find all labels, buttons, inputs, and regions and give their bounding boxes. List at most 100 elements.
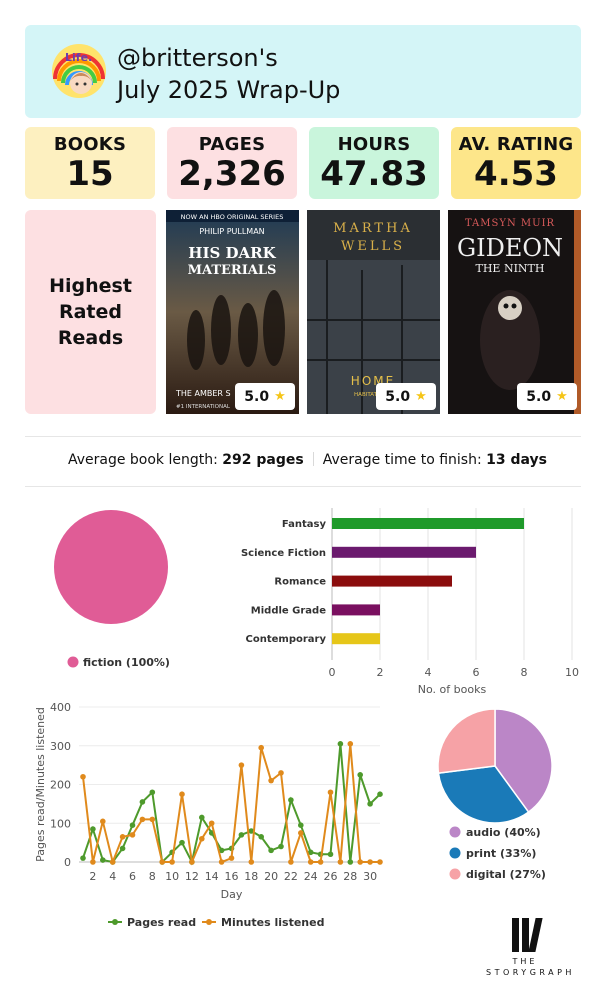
legend-label: digital (27%) (466, 868, 546, 881)
data-point (347, 741, 354, 747)
x-tick-label: 4 (425, 666, 432, 679)
data-point (119, 845, 126, 852)
x-tick-label: 12 (185, 870, 199, 883)
avg-length-label: Average book length: (67, 452, 218, 468)
data-point (268, 847, 274, 854)
y-tick-label: 100 (50, 817, 71, 830)
x-tick-label: 2 (89, 870, 96, 883)
data-point (248, 859, 255, 865)
data-point (199, 814, 205, 821)
fiction-pie-chart: fiction (100%) (54, 510, 170, 669)
storygraph-logo: THE STORYGRAPH (486, 918, 571, 978)
x-tick-label: 6 (473, 666, 480, 679)
x-tick-label: 24 (304, 870, 318, 883)
y-tick-label: 0 (64, 856, 71, 869)
legend-label: fiction (100%) (83, 656, 170, 669)
x-tick-label: 28 (343, 870, 357, 883)
x-tick-label: 8 (149, 870, 156, 883)
bar-science-fiction (332, 546, 476, 558)
stat-books: BOOKS 15 (25, 127, 155, 199)
data-point (119, 834, 126, 840)
category-label: Fantasy (282, 519, 327, 530)
legend-marker (112, 919, 118, 925)
data-point (149, 789, 156, 796)
svg-text:TAMSYN MUIR: TAMSYN MUIR (465, 218, 555, 229)
data-point (149, 816, 156, 823)
stat-value: 2,326 (178, 154, 286, 194)
x-tick-label: 30 (363, 870, 377, 883)
rating-badge: 5.0 ★ (517, 383, 577, 410)
svg-text:MATERIALS: MATERIALS (188, 263, 277, 278)
rating-value: 5.0 (385, 388, 411, 405)
data-point (327, 789, 334, 796)
data-point (337, 859, 344, 865)
rating-badge: 5.0 ★ (376, 383, 436, 410)
book-cover-his-dark-materials[interactable]: NOW AN HBO ORIGINAL SERIES PHILIP PULLMA… (166, 210, 299, 414)
pie-slice-audio (494, 708, 553, 814)
avg-length-value: 292 pages (222, 452, 304, 468)
svg-text:HIS DARK: HIS DARK (188, 244, 276, 262)
legend-label: Minutes listened (221, 916, 324, 929)
avg-finish-label: Average time to finish: (322, 452, 482, 468)
data-point (278, 843, 284, 850)
bar-middle-grade (332, 604, 380, 616)
category-label: Middle Grade (251, 605, 326, 616)
data-point (139, 799, 146, 805)
svg-text:PHILIP PULLMAN: PHILIP PULLMAN (199, 227, 264, 236)
highest-rated-heading: Highest Rated Reads (49, 275, 132, 349)
pie-slice-print (437, 765, 530, 824)
x-tick-label: 10 (165, 870, 179, 883)
data-point (238, 832, 245, 838)
legend-label: Pages read (127, 916, 196, 929)
data-point (347, 859, 354, 865)
data-point (208, 820, 215, 827)
logo-name: STORYGRAPH (486, 968, 575, 977)
stat-pages: PAGES 2,326 (167, 127, 297, 199)
x-tick-label: 4 (109, 870, 116, 883)
data-point (129, 822, 136, 828)
cover-art: NOW AN HBO ORIGINAL SERIES PHILIP PULLMA… (166, 210, 299, 414)
x-tick-label: 18 (244, 870, 258, 883)
book-cover-gideon-the-ninth[interactable]: TAMSYN MUIR GIDEON THE NINTH 5.0 ★ (448, 210, 581, 414)
rating-value: 5.0 (526, 388, 552, 405)
data-point (298, 830, 304, 836)
data-point (268, 777, 274, 784)
data-point (357, 772, 364, 778)
format-pie-chart: audio (40%) print (33%) digital (27%) (437, 708, 553, 881)
data-point (367, 801, 373, 807)
data-point (228, 855, 235, 861)
x-tick-label: 14 (205, 870, 219, 883)
bar-contemporary (332, 633, 380, 645)
averages-separator (312, 452, 314, 466)
header-card: Life. @britterson's July 2025 Wrap-Up (25, 25, 581, 118)
logo-icon (512, 918, 543, 952)
data-point (179, 791, 185, 797)
divider-top (25, 436, 581, 437)
data-point (367, 859, 373, 865)
stat-hours: HOURS 47.83 (309, 127, 439, 199)
x-axis-title: No. of books (418, 683, 487, 696)
data-point (189, 859, 195, 865)
data-point (90, 859, 96, 865)
svg-text:NOW AN HBO ORIGINAL SERIES: NOW AN HBO ORIGINAL SERIES (181, 213, 284, 221)
cover-art: TAMSYN MUIR GIDEON THE NINTH (448, 210, 581, 414)
data-point (218, 847, 225, 854)
stat-value: 15 (66, 154, 114, 194)
data-point (159, 859, 165, 865)
book-cover-home[interactable]: MARTHA WELLS HOME HABITAT, RAN 5.0 ★ (307, 210, 440, 414)
stat-label: HOURS (337, 134, 411, 155)
data-point (139, 816, 146, 823)
svg-text:GIDEON: GIDEON (457, 234, 563, 262)
x-tick-label: 10 (565, 666, 579, 679)
svg-text:WELLS: WELLS (341, 239, 405, 254)
data-point (288, 797, 294, 803)
divider-bottom (25, 486, 581, 487)
data-point (258, 834, 264, 840)
data-point (129, 832, 136, 838)
stat-value: 4.53 (474, 154, 558, 194)
y-tick-label: 400 (50, 701, 71, 714)
data-point (317, 859, 324, 865)
data-point (199, 835, 205, 842)
svg-text:MARTHA: MARTHA (333, 221, 413, 236)
